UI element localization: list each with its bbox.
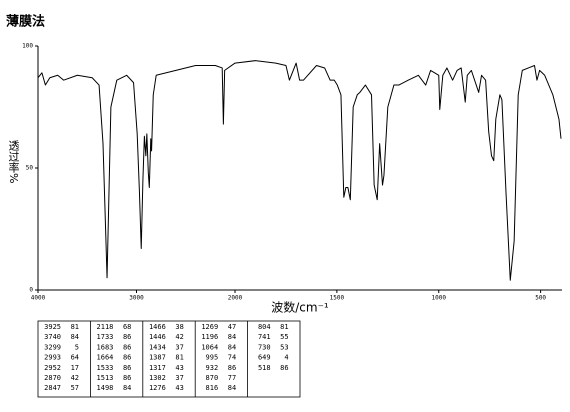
peak-table-frame [37,320,301,398]
table-wavenumber: 932 [206,364,219,372]
y-tick-label: 100 [22,43,33,50]
table-transmittance: 84 [228,343,236,351]
table-transmittance: 84 [123,384,131,392]
table-wavenumber: 1196 [201,333,218,341]
y-axis-label: 透过率% [7,140,20,184]
table-transmittance: 81 [280,323,288,331]
table-wavenumber: 518 [258,364,271,372]
table-transmittance: 81 [175,354,183,362]
table-transmittance: 37 [175,343,183,351]
table-wavenumber: 1466 [149,323,166,331]
table-transmittance: 42 [71,374,79,382]
table-wavenumber: 2847 [44,384,61,392]
table-wavenumber: 3299 [44,343,61,351]
table-wavenumber: 1276 [149,384,166,392]
y-tick-label: 50 [26,165,34,172]
table-wavenumber: 1513 [97,374,114,382]
y-tick-label: 0 [29,287,33,294]
table-wavenumber: 2952 [44,364,61,372]
spectrum-line [37,60,562,281]
table-transmittance: 37 [175,374,183,382]
table-transmittance: 47 [228,323,236,331]
table-wavenumber: 995 [206,354,219,362]
x-tick-label: 4000 [31,295,46,302]
table-wavenumber: 1533 [97,364,114,372]
table-wavenumber: 1733 [97,333,114,341]
table-transmittance: 86 [228,364,236,372]
table-transmittance: 86 [280,364,288,372]
table-wavenumber: 1317 [149,364,166,372]
table-wavenumber: 2870 [44,374,61,382]
table-transmittance: 81 [71,323,79,331]
table-wavenumber: 741 [258,333,271,341]
x-axis-label: 波数/cm⁻¹ [271,300,329,315]
x-tick-label: 1500 [330,295,345,302]
table-transmittance: 64 [71,354,79,362]
table-wavenumber: 649 [258,354,271,362]
table-transmittance: 38 [175,323,183,331]
table-wavenumber: 1387 [149,354,166,362]
table-wavenumber: 1434 [149,343,166,351]
table-wavenumber: 1664 [97,354,114,362]
table-wavenumber: 1064 [201,343,218,351]
table-wavenumber: 2993 [44,354,61,362]
table-transmittance: 53 [280,343,288,351]
table-transmittance: 86 [123,364,131,372]
table-wavenumber: 1683 [97,343,114,351]
table-wavenumber: 730 [258,343,271,351]
table-wavenumber: 816 [206,384,219,392]
table-wavenumber: 1498 [97,384,114,392]
table-transmittance: 84 [228,333,236,341]
table-wavenumber: 1302 [149,374,166,382]
table-transmittance: 77 [228,374,236,382]
table-transmittance: 74 [228,354,236,362]
table-transmittance: 5 [75,343,79,351]
table-wavenumber: 2118 [97,323,114,331]
table-transmittance: 86 [123,343,131,351]
peak-table: 3925 81 3740 84 3299 5 2993 64 2952 17 2870 42 2847 5… [44,321,289,397]
table-transmittance: 86 [123,374,131,382]
table-transmittance: 4 [284,354,288,362]
table-transmittance: 43 [175,384,183,392]
table-wavenumber: 870 [206,374,219,382]
table-transmittance: 55 [280,333,288,341]
table-transmittance: 57 [71,384,79,392]
x-tick-label: 2000 [228,295,243,302]
table-wavenumber: 1269 [201,323,218,331]
table-transmittance: 86 [123,333,131,341]
table-transmittance: 84 [228,384,236,392]
table-transmittance: 84 [71,333,79,341]
table-transmittance: 43 [175,364,183,372]
table-wavenumber: 3740 [44,333,61,341]
table-transmittance: 68 [123,323,131,331]
table-wavenumber: 1446 [149,333,166,341]
table-transmittance: 86 [123,354,131,362]
table-transmittance: 42 [175,333,183,341]
table-wavenumber: 804 [258,323,271,331]
table-transmittance: 17 [71,364,79,372]
x-tick-label: 3000 [129,295,144,302]
x-tick-label: 500 [535,295,546,302]
table-wavenumber: 3925 [44,323,61,331]
chart-title: 薄膜法 [6,14,45,30]
x-tick-label: 1000 [432,295,447,302]
